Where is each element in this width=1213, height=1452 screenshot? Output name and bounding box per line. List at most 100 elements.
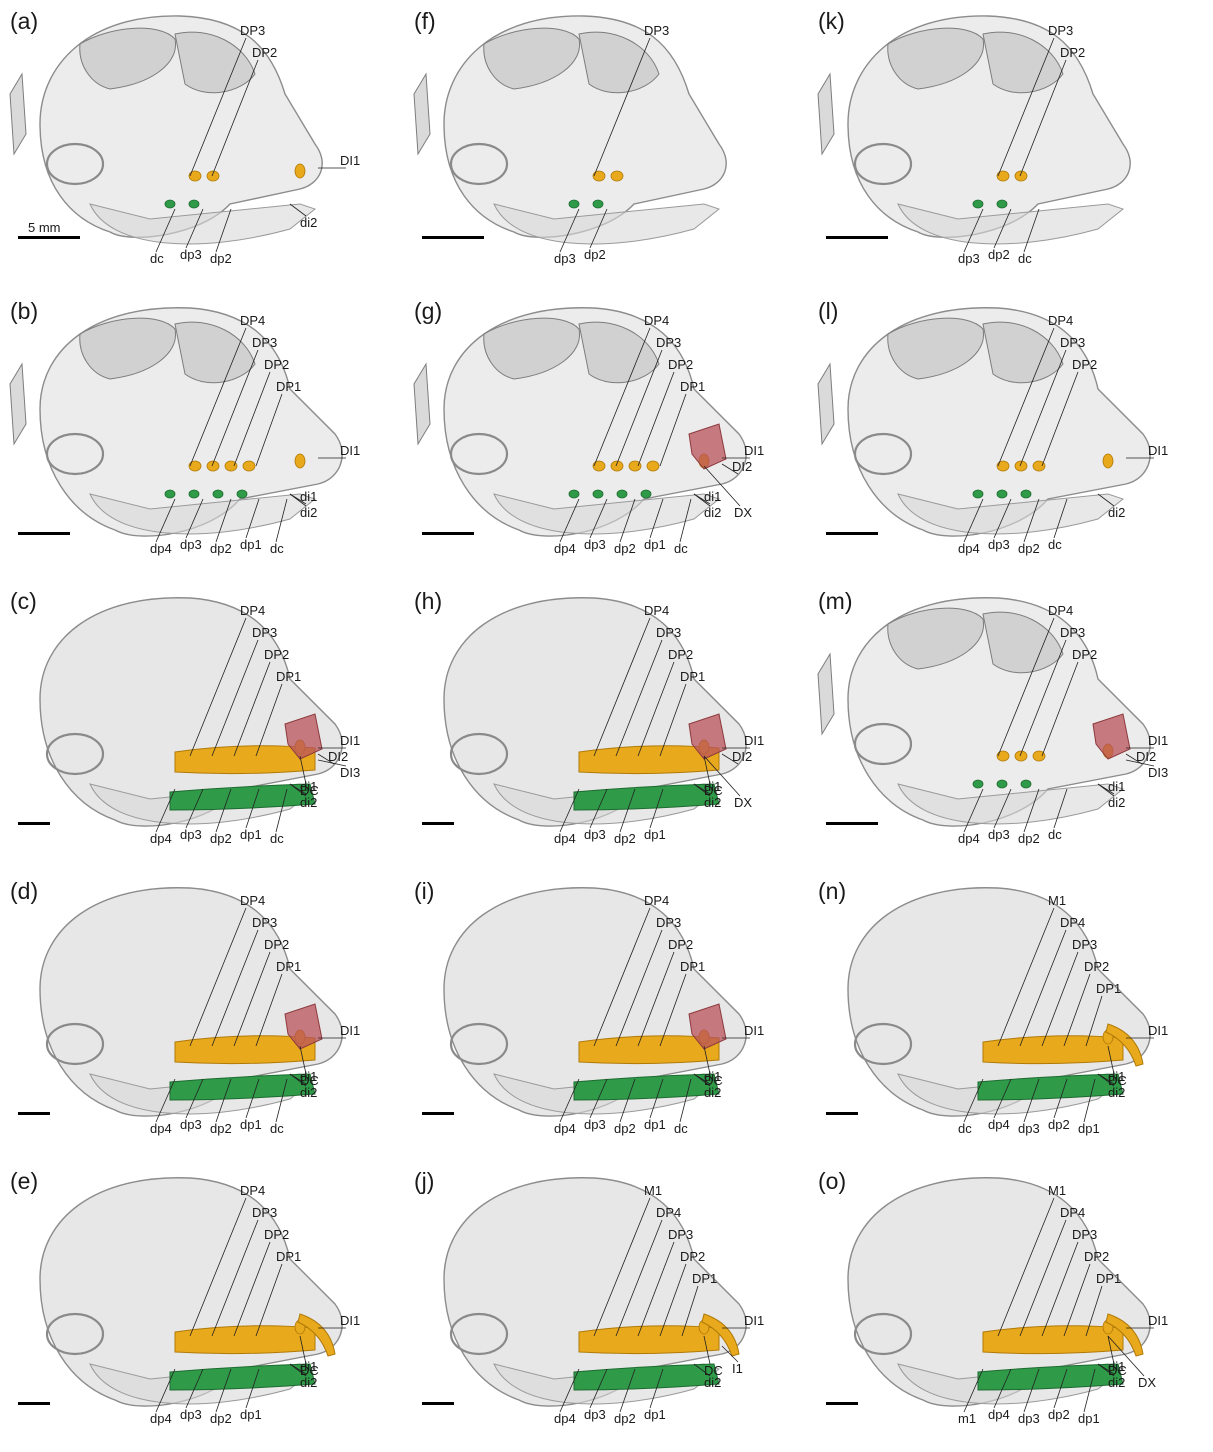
upper-deciduous-tooth xyxy=(188,170,202,182)
scale-bar xyxy=(422,822,454,825)
tooth-label-dp1: DP1 xyxy=(680,669,706,684)
canine-crypt xyxy=(688,713,727,760)
panel-o: (o) M1 DP4 DP3 DP2 DP1 DI1 DC DX di1 di2 m1 dp4 dp3 dp… xyxy=(808,1164,1212,1452)
tooth-label-di1: di1 xyxy=(300,1359,318,1374)
leader-line xyxy=(589,498,608,539)
tooth-label-dp3: DP3 xyxy=(252,1205,278,1220)
leader-line xyxy=(721,753,739,765)
cranial-bone xyxy=(982,321,1064,384)
leader-line xyxy=(215,498,232,543)
leader-line xyxy=(559,208,580,253)
leader-line xyxy=(233,1241,271,1337)
leader-line xyxy=(593,327,651,467)
auditory-ring xyxy=(45,432,105,476)
tooth-label-dp4: dp4 xyxy=(150,1121,172,1136)
upper-deciduous-tooth xyxy=(1014,170,1028,182)
tooth-label-dp1: dp1 xyxy=(1078,1411,1100,1426)
tooth-label-di2: di2 xyxy=(1108,1375,1126,1390)
auditory-ring xyxy=(45,1022,105,1066)
upper-deciduous-tooth xyxy=(996,750,1010,762)
cranial-bone xyxy=(9,72,27,156)
tooth-label-dp3: dp3 xyxy=(180,247,202,262)
leader-line xyxy=(317,753,335,765)
panel-e: (e) DP4 DP3 DP2 DP1 DC DI1 di1 di2 dp4 dp3 dp2 dp1 xyxy=(0,1164,404,1452)
leader-line xyxy=(619,1078,636,1123)
tooth-label-dp4: DP4 xyxy=(240,1183,266,1198)
upper-deciduous-tooth xyxy=(610,460,624,472)
leader-line xyxy=(659,393,687,467)
lower-tooth-row xyxy=(573,783,720,811)
leader-line xyxy=(245,1078,260,1119)
leader-line xyxy=(559,788,580,833)
leader-line xyxy=(1085,1285,1103,1337)
leader-line xyxy=(703,465,741,507)
tooth-label-dp4: dp4 xyxy=(554,1121,576,1136)
tooth-label-dc: dc xyxy=(674,541,688,556)
upper-canine xyxy=(1105,1023,1144,1067)
panel-label: (k) xyxy=(818,8,845,34)
tooth-label-dp2: DP2 xyxy=(1060,45,1086,60)
tooth-label-dp4: DP4 xyxy=(1060,915,1086,930)
leader-line xyxy=(649,788,664,829)
tooth-label-m1: M1 xyxy=(1048,893,1067,908)
upper-tooth-row xyxy=(174,1325,316,1355)
panel-label: (n) xyxy=(818,878,847,904)
leader-line xyxy=(615,1219,663,1337)
tooth-label-dp3: dp3 xyxy=(180,827,202,842)
scale-bar xyxy=(422,1112,454,1115)
tooth-label-dc: dc xyxy=(958,1121,972,1136)
leader-line xyxy=(1019,349,1067,467)
upper-deciduous-tooth xyxy=(1014,750,1028,762)
tooth-label-dp2: dp2 xyxy=(614,541,636,556)
leader-line xyxy=(1063,1263,1091,1337)
leader-line xyxy=(703,1335,711,1365)
upper-canine xyxy=(297,1313,336,1357)
tooth-label-dp2: DP2 xyxy=(1072,647,1098,662)
panel-h: (h) DP4 DP3 DP2 DP1 DI1 DI2 DC DX di1 di2 dp4 dp3 dp2… xyxy=(404,584,808,872)
tooth-label-dp4: DP4 xyxy=(656,1205,682,1220)
panel-m: (m) DP4 DP3 DP2 DI1 DI2 DI3 di1 di2 dp4 dp3 dp2 dc xyxy=(808,584,1212,872)
tooth-label-di2: di2 xyxy=(1108,505,1126,520)
tooth-label-dp4: dp4 xyxy=(958,831,980,846)
tooth-label-di1: DI1 xyxy=(340,1023,361,1038)
tooth-label-dc: dc xyxy=(150,251,164,266)
tooth-label-dp3: DP3 xyxy=(252,625,278,640)
tooth-label-dp1: DP1 xyxy=(1096,981,1122,996)
leader-line xyxy=(679,498,692,543)
tooth-label-di2: DI2 xyxy=(1136,749,1157,764)
mandible xyxy=(493,203,721,245)
leader-line xyxy=(593,617,651,757)
leader-line xyxy=(211,639,259,757)
tooth-label-dp4: DP4 xyxy=(1060,1205,1086,1220)
tooth-label-dp4: DP4 xyxy=(240,893,266,908)
skull-render-j xyxy=(443,1177,750,1413)
leader-line xyxy=(245,498,260,539)
tooth-label-dp1: DP1 xyxy=(680,379,706,394)
leader-line xyxy=(679,1078,692,1123)
leader-line xyxy=(155,1368,176,1413)
tooth-label-dp4: dp4 xyxy=(554,1411,576,1426)
leader-line xyxy=(233,951,271,1047)
leader-line xyxy=(1041,951,1079,1047)
tooth-label-dp4: dp4 xyxy=(554,831,576,846)
tooth-label-dp2: DP2 xyxy=(1084,1249,1110,1264)
tooth-label-dp3: dp3 xyxy=(988,827,1010,842)
tooth-label-dp1: dp1 xyxy=(644,1407,666,1422)
leader-line xyxy=(245,788,260,829)
leader-line xyxy=(289,203,307,217)
scale-bar xyxy=(18,532,70,535)
leader-line xyxy=(593,907,651,1047)
panel-n: (n) M1 DP4 DP3 DP2 DP1 DI1 DC di1 di2 dc dp4 dp3 dp2 d… xyxy=(808,874,1212,1162)
lower-deciduous-tooth xyxy=(640,489,652,499)
leader-line xyxy=(1107,1335,1145,1377)
leader-line xyxy=(1125,753,1143,765)
skull-render-l xyxy=(817,307,1154,543)
tooth-label-dc: dc xyxy=(270,541,284,556)
tooth-label-dc: dc xyxy=(1048,537,1062,552)
tooth-label-dc: dc xyxy=(1018,251,1032,266)
tooth-label-di2: di2 xyxy=(704,505,722,520)
leader-line xyxy=(659,1263,687,1337)
leader-line xyxy=(215,1368,232,1413)
lower-tooth-row xyxy=(169,783,316,811)
leader-line xyxy=(649,1368,664,1409)
